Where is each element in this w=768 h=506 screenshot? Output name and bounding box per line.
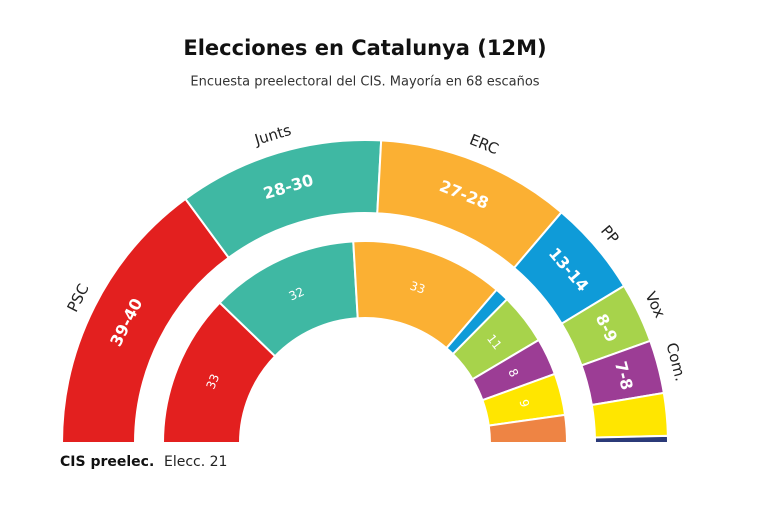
party-label: Junts — [252, 121, 294, 149]
party-label: ERC — [467, 131, 501, 159]
party-label: PSC — [64, 281, 93, 315]
party-label: Com. — [662, 341, 689, 383]
value-label: 33 — [204, 372, 223, 391]
legend-entry: Elecc. 21 — [164, 454, 227, 470]
legend-entry: CIS preelec. — [60, 454, 154, 470]
party-label: PP — [597, 222, 622, 247]
value-label: 9 — [516, 398, 531, 409]
seat-segment — [487, 413, 569, 444]
party-label: Vox — [641, 289, 669, 321]
value-label: 33 — [408, 279, 427, 297]
seat-segment — [184, 139, 383, 260]
seat-segment — [593, 434, 670, 444]
value-label: 32 — [287, 284, 307, 303]
chart-subtitle: Encuesta preelectoral del CIS. Mayoría e… — [190, 75, 539, 90]
chart-title: Elecciones en Catalunya (12M) — [183, 36, 546, 60]
